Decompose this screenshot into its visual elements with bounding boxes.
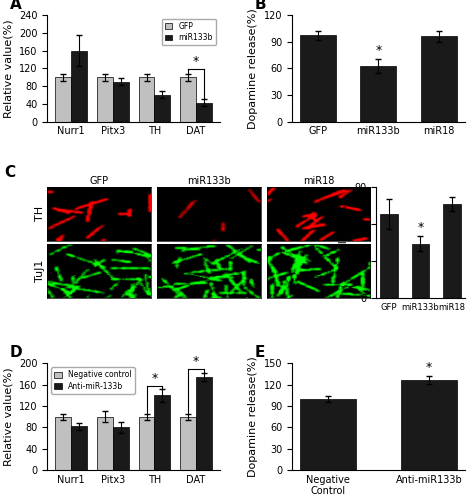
Text: *: * bbox=[426, 361, 432, 374]
Bar bbox=[420, 36, 456, 121]
Bar bbox=[300, 399, 356, 470]
Text: *: * bbox=[417, 221, 424, 234]
Bar bbox=[196, 377, 212, 470]
Text: A: A bbox=[9, 0, 21, 12]
Bar bbox=[180, 77, 196, 122]
Bar bbox=[412, 244, 429, 298]
Text: C: C bbox=[4, 164, 15, 180]
Bar bbox=[71, 426, 87, 470]
Bar bbox=[55, 77, 71, 122]
Bar bbox=[71, 50, 87, 122]
Text: *: * bbox=[193, 354, 199, 368]
Legend: Negative control, Anti-miR-133b: Negative control, Anti-miR-133b bbox=[51, 368, 135, 394]
Legend: GFP, miR133b: GFP, miR133b bbox=[162, 19, 216, 45]
Bar bbox=[180, 416, 196, 470]
Bar bbox=[300, 36, 336, 122]
Text: *: * bbox=[151, 372, 157, 385]
Title: miR133b: miR133b bbox=[187, 176, 231, 186]
Y-axis label: TuJ1: TuJ1 bbox=[35, 260, 45, 282]
Text: *: * bbox=[375, 44, 382, 57]
Y-axis label: TH+cells/wells: TH+cells/wells bbox=[339, 204, 349, 281]
Bar bbox=[97, 77, 113, 122]
Text: *: * bbox=[193, 55, 199, 68]
Bar bbox=[155, 396, 170, 470]
Bar bbox=[97, 416, 113, 470]
Bar bbox=[113, 82, 128, 122]
Bar bbox=[155, 95, 170, 122]
Bar bbox=[360, 66, 396, 122]
Bar bbox=[138, 416, 155, 470]
Y-axis label: Dopamine release(%): Dopamine release(%) bbox=[248, 8, 258, 128]
Text: D: D bbox=[9, 345, 22, 360]
Y-axis label: Relative value(%): Relative value(%) bbox=[4, 368, 14, 466]
Title: miR18: miR18 bbox=[303, 176, 334, 186]
Y-axis label: Relative value(%): Relative value(%) bbox=[4, 19, 14, 117]
Bar bbox=[401, 380, 456, 470]
Text: B: B bbox=[254, 0, 266, 12]
Bar bbox=[196, 103, 212, 122]
Bar bbox=[381, 214, 398, 298]
Bar bbox=[138, 77, 155, 122]
Y-axis label: Dopamine release(%): Dopamine release(%) bbox=[248, 356, 258, 477]
Y-axis label: TH: TH bbox=[35, 206, 45, 222]
Title: GFP: GFP bbox=[90, 176, 109, 186]
Bar bbox=[113, 428, 128, 470]
Text: E: E bbox=[254, 345, 264, 360]
Bar bbox=[443, 204, 461, 298]
Bar bbox=[55, 416, 71, 470]
